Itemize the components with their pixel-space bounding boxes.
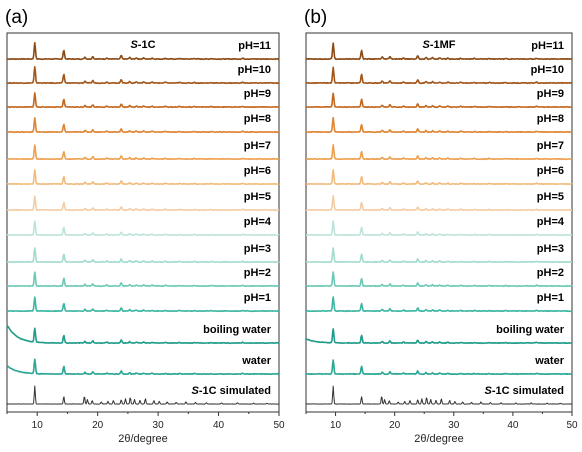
x-axis-label: 2θ/degree (118, 433, 168, 445)
panel-letter: (b) (304, 7, 327, 28)
series-line-6 (305, 195, 573, 212)
series-line-7 (6, 220, 280, 237)
series-label-2: pH=9 (537, 88, 564, 100)
series-line-0 (305, 42, 573, 61)
plot-frame (6, 32, 280, 413)
series-label-9: pH=2 (244, 267, 271, 279)
series-label-4: pH=7 (244, 140, 271, 152)
panel-title-rest: -1MF (430, 39, 456, 51)
panel-letter: (a) (5, 7, 28, 28)
series-label-7: pH=4 (537, 216, 565, 228)
series-label-11: boiling water (496, 324, 565, 336)
series-line-3 (6, 117, 280, 134)
series-line-4 (6, 144, 280, 161)
series-label-1: pH=10 (531, 64, 564, 76)
series-line-2 (6, 92, 280, 109)
series-line-2 (305, 92, 573, 109)
x-tick-label-4: 50 (273, 420, 285, 431)
x-tick-label-3: 40 (213, 420, 225, 431)
series-line-9 (305, 271, 573, 288)
panel-title-prefix: S (130, 39, 138, 51)
series-label-10: pH=1 (537, 292, 564, 304)
series-line-1 (6, 66, 280, 85)
panel-title-prefix: S (422, 39, 430, 51)
chart-panel-1: (b) S-1MF pH=11 pH=10 pH=9 pH=8 pH=7 pH=6 pH=5 pH… (304, 7, 578, 445)
panel-title: S-1C (130, 39, 155, 51)
series-line-0 (6, 42, 280, 61)
x-tick-label-1: 20 (389, 420, 401, 431)
series-line-5 (6, 169, 280, 186)
series-line-7 (305, 220, 573, 237)
series-label-0: pH=11 (238, 40, 271, 52)
series-line-12 (6, 358, 280, 376)
series-label-12: water (534, 355, 564, 367)
plot-frame (305, 32, 573, 413)
x-tick-label-0: 10 (330, 420, 342, 431)
series-label-5: pH=6 (244, 165, 271, 177)
series-label-1: pH=10 (238, 64, 271, 76)
series-line-1 (305, 66, 573, 85)
series-line-11 (6, 324, 280, 345)
series-line-5 (305, 169, 573, 186)
series-line-11 (305, 328, 573, 345)
series-label-7: pH=4 (244, 216, 272, 228)
series-label-8: pH=3 (537, 243, 564, 255)
series-label-3: pH=8 (244, 113, 271, 125)
panel-title: S-1MF (422, 39, 455, 51)
series-line-12 (305, 359, 573, 376)
series-label-5: pH=6 (537, 165, 564, 177)
series-label-9: pH=2 (537, 267, 564, 279)
chart-panel-0: (a) S-1C pH=11 pH=10 pH=9 pH=8 pH=7 pH=6 pH=5 pH=… (5, 7, 285, 445)
series-line-13 (6, 385, 279, 405)
series-label-13: S-1C simulated (485, 385, 564, 397)
x-tick-label-3: 40 (507, 420, 519, 431)
series-label-13: S-1C simulated (192, 385, 271, 397)
series-line-6 (6, 195, 280, 212)
series-label-4: pH=7 (537, 140, 564, 152)
series-line-8 (305, 247, 573, 264)
series-line-4 (305, 144, 573, 161)
series-line-9 (6, 271, 280, 288)
series-line-10 (6, 296, 280, 313)
x-tick-label-2: 30 (448, 420, 460, 431)
panel-title-rest: -1C (138, 39, 156, 51)
x-tick-label-1: 20 (92, 420, 104, 431)
series-label-8: pH=3 (244, 243, 271, 255)
x-tick-label-0: 10 (32, 420, 44, 431)
series-label-10: pH=1 (244, 292, 271, 304)
series-line-3 (305, 116, 573, 134)
x-tick-label-2: 30 (153, 420, 165, 431)
series-line-13 (306, 385, 573, 405)
x-axis-label: 2θ/degree (414, 433, 464, 445)
series-label-0: pH=11 (531, 40, 564, 52)
series-line-10 (305, 296, 573, 313)
series-label-6: pH=5 (244, 191, 271, 203)
series-line-8 (6, 247, 280, 264)
x-tick-label-4: 50 (566, 420, 578, 431)
series-label-3: pH=8 (537, 113, 564, 125)
series-label-2: pH=9 (244, 88, 271, 100)
series-label-12: water (241, 355, 271, 367)
series-label-11: boiling water (203, 324, 272, 336)
series-label-6: pH=5 (537, 191, 564, 203)
